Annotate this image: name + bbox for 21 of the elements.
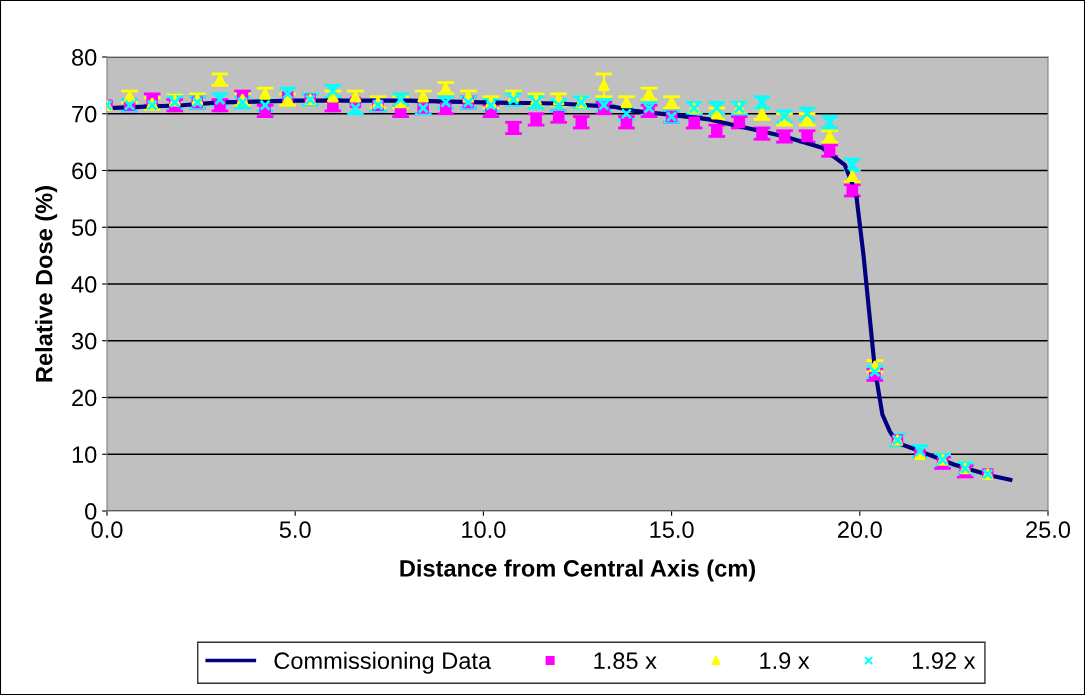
x-tick-label: 10.0	[462, 521, 506, 539]
y-tick-label: 40	[71, 276, 97, 293]
legend-label: 1.92 x	[912, 652, 976, 670]
legend-label: 1.85 x	[594, 652, 657, 670]
legend-label: 1.9 x	[760, 652, 810, 670]
y-tick-label: 80	[72, 49, 97, 66]
x-tick-label: 5.0	[279, 521, 311, 539]
x-tick-label: 20.0	[838, 521, 882, 539]
x-tick-label: 25.0	[1026, 521, 1071, 539]
y-tick-label: 10	[72, 446, 97, 464]
y-tick-label: 30	[71, 332, 97, 350]
y-tick-label: 60	[72, 162, 97, 180]
x-tick-label: 0.0	[91, 521, 123, 539]
legend-label: Commissioning Data	[274, 651, 492, 674]
y-tick-label: 70	[72, 105, 97, 123]
y-tick-label: 20	[72, 389, 97, 407]
y-tick-label: 0	[85, 503, 97, 520]
x-tick-label: 15.0	[650, 521, 694, 539]
y-tick-label: 50	[71, 219, 97, 237]
y-axis-title: Relative Dose (%)	[35, 186, 58, 382]
x-axis-title: Distance from Central Axis (cm)	[400, 559, 755, 582]
